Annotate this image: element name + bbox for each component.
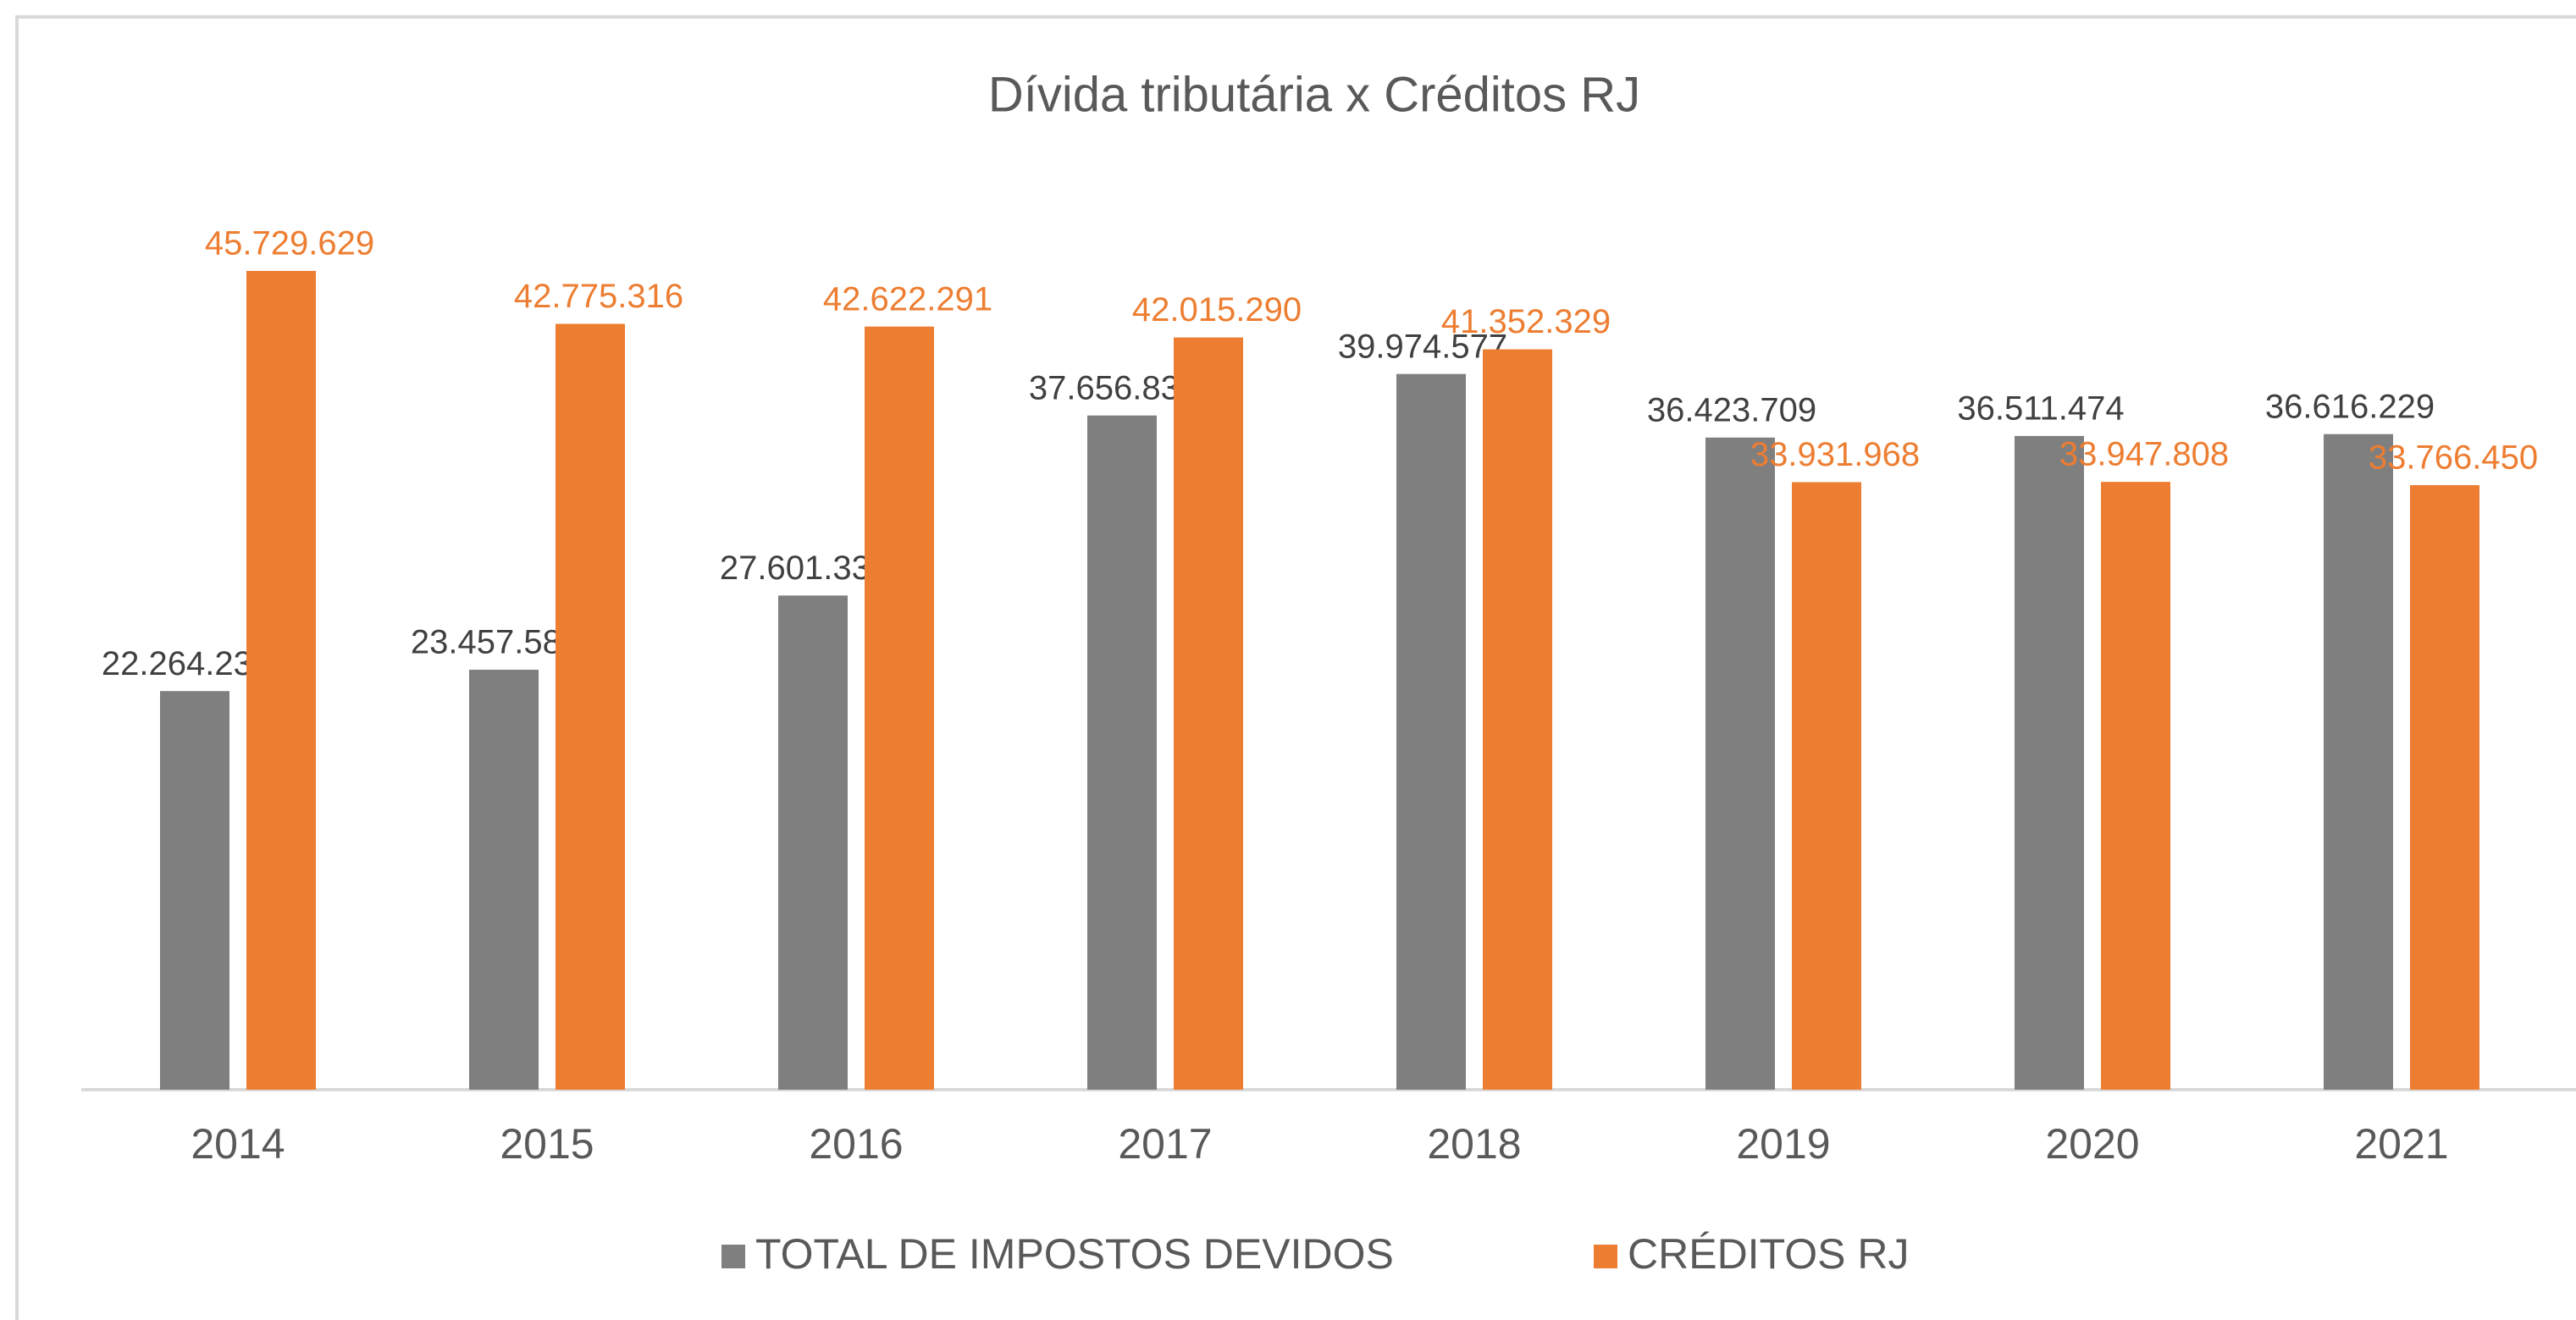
bar [2101, 482, 2170, 1090]
bar [1174, 337, 1243, 1090]
data-label: 33.766.450 [2369, 439, 2538, 477]
bar [778, 595, 848, 1090]
legend-label: TOTAL DE IMPOSTOS DEVIDOS [755, 1230, 1394, 1278]
legend-label: CRÉDITOS RJ [1628, 1230, 1909, 1278]
data-label: 33.947.808 [2059, 436, 2229, 473]
data-label: 42.015.290 [1132, 291, 1302, 329]
data-label: 42.775.316 [514, 278, 683, 315]
legend-swatch [1594, 1245, 1617, 1268]
data-label: 33.931.968 [1750, 436, 1920, 473]
bar [556, 323, 625, 1090]
bar [469, 669, 539, 1090]
chart-title: Dívida tributária x Créditos RJ [988, 67, 1640, 122]
x-tick-label: 2020 [2045, 1120, 2139, 1168]
data-label: 27.601.332 [720, 550, 889, 587]
bar [1087, 415, 1157, 1090]
bar [1396, 373, 1466, 1090]
data-label: 36.423.709 [1647, 391, 1816, 428]
data-label: 23.457.586 [411, 624, 580, 661]
x-tick-label: 2015 [500, 1120, 594, 1168]
data-label: 37.656.838 [1029, 369, 1198, 406]
bar [2324, 434, 2393, 1090]
chart-frame [15, 15, 2576, 1320]
bar [2015, 435, 2084, 1090]
bar [160, 691, 229, 1090]
bar [246, 271, 316, 1090]
x-tick-label: 2017 [1118, 1120, 1212, 1168]
data-label: 36.616.229 [2265, 388, 2435, 425]
data-label: 42.622.291 [823, 280, 992, 318]
x-tick-label: 2014 [191, 1120, 285, 1168]
bar [1792, 482, 1861, 1090]
data-label: 45.729.629 [205, 225, 374, 262]
x-tick-label: 2018 [1427, 1120, 1521, 1168]
bar [1483, 349, 1552, 1090]
data-label: 22.264.236 [102, 645, 271, 682]
x-tick-label: 2019 [1736, 1120, 1830, 1168]
x-tick-label: 2016 [809, 1120, 903, 1168]
data-label: 41.352.329 [1441, 303, 1611, 340]
legend-swatch [721, 1245, 745, 1268]
data-label: 39.974.577 [1338, 328, 1507, 365]
bar [2410, 484, 2479, 1090]
x-tick-label: 2021 [2354, 1120, 2448, 1168]
data-label: 36.511.474 [1957, 389, 2124, 427]
bar [1705, 437, 1775, 1090]
bar [865, 326, 934, 1090]
